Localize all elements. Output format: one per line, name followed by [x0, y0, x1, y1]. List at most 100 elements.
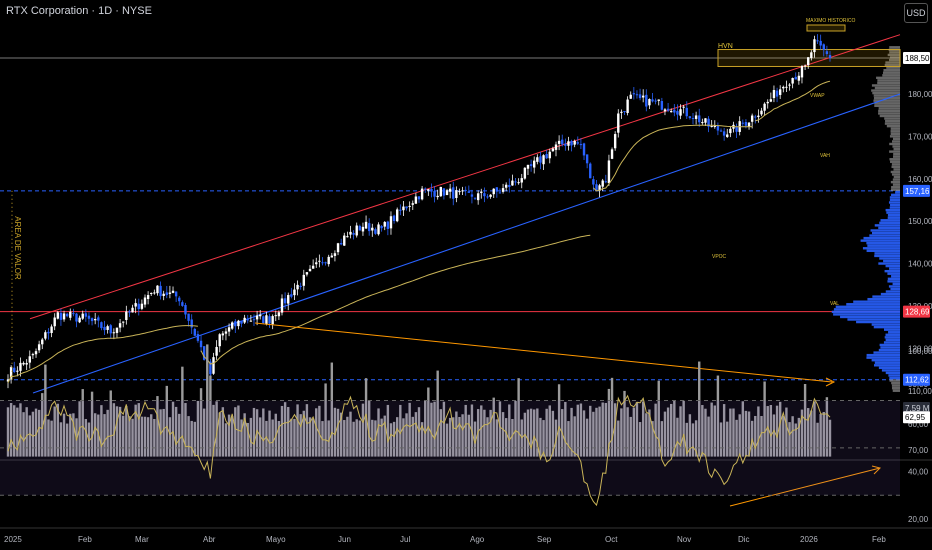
volume-bar [293, 418, 296, 457]
candle-body [249, 320, 253, 322]
candle-body [330, 255, 334, 258]
volume-profile-bar [891, 165, 900, 169]
volume-bar [364, 378, 368, 457]
candle-body [53, 317, 56, 327]
volume-bar [707, 416, 710, 457]
volume-bar [224, 423, 228, 457]
volume-bar [115, 406, 119, 457]
volume-bar [424, 401, 427, 457]
candle-body [791, 78, 794, 84]
volume-profile-bar [891, 173, 900, 176]
volume-profile-bar [866, 249, 900, 253]
candle-body [682, 106, 685, 108]
candle-body [417, 196, 421, 200]
candle-body [741, 122, 745, 124]
volume-profile-bar [833, 313, 900, 316]
volume-profile-bar [891, 386, 900, 390]
channel-upper-line [29, 34, 901, 320]
time-tick-label: Nov [677, 535, 691, 544]
volume-bar [828, 419, 832, 457]
volume-bar [358, 420, 362, 457]
volume-bar [570, 407, 573, 457]
candle-body [28, 356, 31, 363]
candle-body [386, 221, 390, 229]
candle-body [629, 94, 632, 99]
volume-bar [16, 407, 19, 457]
candle-body [533, 160, 536, 168]
volume-profile-bar [886, 124, 900, 128]
candle-body [576, 142, 579, 144]
rsi-tick-label: 60,00 [908, 420, 929, 429]
currency-button[interactable]: USD [904, 3, 928, 23]
volume-profile-bar [878, 348, 900, 352]
volume-profile-bar [871, 89, 900, 92]
candle-body [371, 227, 374, 231]
volume-bar [648, 409, 651, 457]
volume-bar [598, 406, 601, 457]
volume-profile-bar [879, 343, 900, 347]
volume-profile-bar [846, 303, 900, 306]
volume-bar [153, 418, 156, 457]
candle-body [277, 312, 281, 317]
candle-body [171, 290, 175, 293]
volume-profile-bar [885, 290, 900, 293]
candle-body [156, 285, 159, 294]
candle-body [65, 313, 69, 317]
volume-bar [698, 361, 701, 457]
volume-bar [529, 408, 533, 457]
volume-bar [551, 410, 555, 457]
volume-profile-bar [892, 140, 900, 143]
volume-bar [352, 421, 355, 457]
volume-bar [128, 416, 131, 457]
candle-body [159, 285, 162, 297]
candle-body [716, 125, 720, 131]
volume-profile-bar [869, 234, 900, 237]
candle-body [13, 367, 16, 372]
volume-bar [719, 422, 723, 457]
volume-bar [389, 423, 393, 457]
candle-body [604, 181, 608, 183]
volume-profile-bar [878, 112, 900, 115]
volume-bar [480, 405, 483, 457]
volume-bar [486, 417, 489, 457]
price-tick-label: 180,00 [908, 90, 932, 99]
volume-bar [489, 409, 492, 457]
candle-body [367, 223, 371, 232]
vwap-line [593, 124, 753, 192]
candle-body [660, 101, 664, 110]
candle-body [268, 316, 271, 324]
volume-bar [564, 402, 567, 457]
volume-bar [6, 407, 10, 457]
volume-bar [19, 403, 22, 457]
candle-body [240, 320, 243, 324]
volume-bar [548, 405, 551, 457]
volume-profile-bar [876, 76, 900, 80]
volume-profile-bar [887, 216, 900, 219]
candle-body [747, 122, 751, 127]
volume-bar [676, 417, 679, 457]
volume-bar [492, 397, 495, 457]
volume-bar [305, 404, 309, 457]
volume-bar [626, 407, 629, 457]
candle-body [735, 126, 738, 132]
volume-profile-bar [831, 310, 900, 314]
volume-bar [193, 421, 197, 457]
volume-profile-bar [890, 160, 900, 163]
candle-body [670, 111, 673, 113]
candle-body [296, 284, 299, 290]
candle-body [807, 57, 810, 66]
volume-profile-bar [878, 107, 900, 110]
volume-bar [346, 416, 349, 457]
volume-profile-bar [888, 331, 900, 334]
volume-profile-bar [874, 252, 900, 255]
candle-body [308, 268, 312, 272]
volume-bar [483, 409, 486, 457]
candle-body [757, 115, 760, 118]
candle-body [59, 312, 63, 320]
candle-body [100, 322, 103, 329]
volume-profile-bar [874, 361, 900, 364]
volume-bar [427, 387, 430, 457]
volume-bar [34, 408, 38, 457]
candle-body [464, 189, 467, 191]
